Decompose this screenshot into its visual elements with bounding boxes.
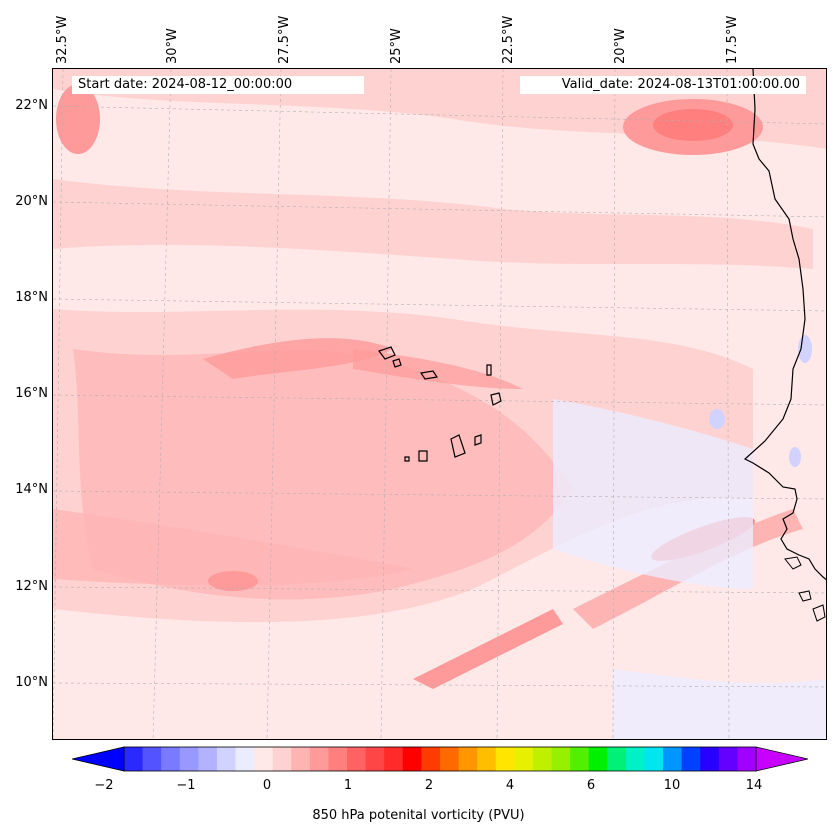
colorbar-cell: [737, 747, 757, 771]
valid-date-label: Valid_date: 2024-08-13T01:00:00.00: [520, 76, 806, 94]
colorbar-cell: [272, 747, 292, 771]
pv-streak-16n: [353, 349, 523, 389]
graticule: [53, 69, 826, 739]
colorbar-cell: [718, 747, 738, 771]
colorbar-cell: [124, 747, 144, 771]
lon-label-25w: 25°W: [389, 28, 404, 64]
colorbar-cell: [365, 747, 385, 771]
coastal-islands: [784, 556, 826, 622]
colorbar-cell: [607, 747, 627, 771]
colorbar-cell: [161, 747, 181, 771]
colorbar-cell: [402, 747, 422, 771]
colorbar-tick: −2: [94, 778, 114, 793]
pv-max-12n: [208, 571, 258, 591]
colorbar-cell: [309, 747, 329, 771]
pv-negative-east: [553, 399, 753, 589]
colorbar-cell: [384, 747, 404, 771]
lat-label-14n: 14°N: [15, 482, 48, 497]
west-africa-coastline: [743, 69, 826, 581]
colorbar-cell: [440, 747, 460, 771]
colorbar: [72, 746, 808, 772]
colorbar-cell: [179, 747, 199, 771]
colorbar-cell: [514, 747, 534, 771]
colorbar-cell: [663, 747, 683, 771]
colorbar-cell: [328, 747, 348, 771]
lon-label-17-5w: 17.5°W: [725, 15, 740, 64]
lon-label-30w: 30°W: [165, 28, 180, 64]
colorbar-cell: [421, 747, 441, 771]
lat-label-22n: 22°N: [15, 98, 48, 113]
lon-label-32-5w: 32.5°W: [55, 15, 70, 64]
colorbar-cell: [644, 747, 664, 771]
colorbar-title: 850 hPa potenital vorticity (PVU): [312, 808, 525, 823]
lon-label-27-5w: 27.5°W: [277, 15, 292, 64]
pv-negative-spot: [798, 335, 812, 363]
colorbar-cell: [216, 747, 237, 771]
lat-label-18n: 18°N: [15, 290, 48, 305]
pv-negative-spot: [709, 409, 725, 429]
colorbar-cell: [347, 747, 367, 771]
start-date-label: Start date: 2024-08-12_00:00:00: [72, 76, 364, 94]
pv-streak-11n: [413, 609, 563, 689]
colorbar-tick: −1: [176, 778, 196, 793]
colorbar-cell: [495, 747, 515, 771]
colorbar-tick: 10: [663, 778, 681, 793]
colorbar-tick: 0: [262, 778, 272, 793]
colorbar-cell: [291, 747, 311, 771]
colorbar-cell: [198, 747, 218, 771]
colorbar-tick: 4: [505, 778, 515, 793]
colorbar-cell: [551, 747, 571, 771]
colorbar-cell: [458, 747, 478, 771]
colorbar-cell: [254, 747, 274, 771]
colorbar-tick: 14: [745, 778, 763, 793]
colorbar-cell: [700, 747, 720, 771]
pv-max-northwest: [56, 84, 100, 154]
colorbar-max-extend: [755, 746, 808, 772]
colorbar-cell: [235, 747, 255, 771]
lat-label-20n: 20°N: [15, 194, 48, 209]
pv-negative-spot: [789, 447, 801, 467]
colorbar-cell: [142, 747, 162, 771]
colorbar-tick: 2: [424, 778, 434, 793]
colorbar-cell: [477, 747, 497, 771]
pv-band-20n: [53, 179, 813, 269]
colorbar-cell: [681, 747, 701, 771]
colorbar-cell: [588, 747, 608, 771]
colorbar-cell: [532, 747, 553, 771]
colorbar-min-extend: [72, 746, 125, 772]
colorbar-tick: 1: [343, 778, 353, 793]
lon-label-22-5w: 22.5°W: [501, 15, 516, 64]
colorbar-cells: [123, 746, 757, 772]
colorbar-tick: 6: [586, 778, 596, 793]
lat-label-12n: 12°N: [15, 579, 48, 594]
lon-label-20w: 20°W: [613, 28, 628, 64]
lat-label-16n: 16°N: [15, 386, 48, 401]
lat-label-10n: 10°N: [15, 675, 48, 690]
colorbar-cell: [625, 747, 645, 771]
pv-field: [53, 69, 826, 739]
pv-streak-17n: [203, 338, 393, 379]
pv-max-northeast-core: [653, 109, 733, 141]
map-panel: [52, 68, 827, 740]
colorbar-ticks: −2 −1 0 1 2 4 6 10 14: [0, 778, 837, 798]
cape-verde-islands: [378, 346, 502, 462]
pv-band-13n: [53, 509, 413, 586]
pv-negative-southeast: [613, 669, 826, 739]
colorbar-cell: [570, 747, 590, 771]
